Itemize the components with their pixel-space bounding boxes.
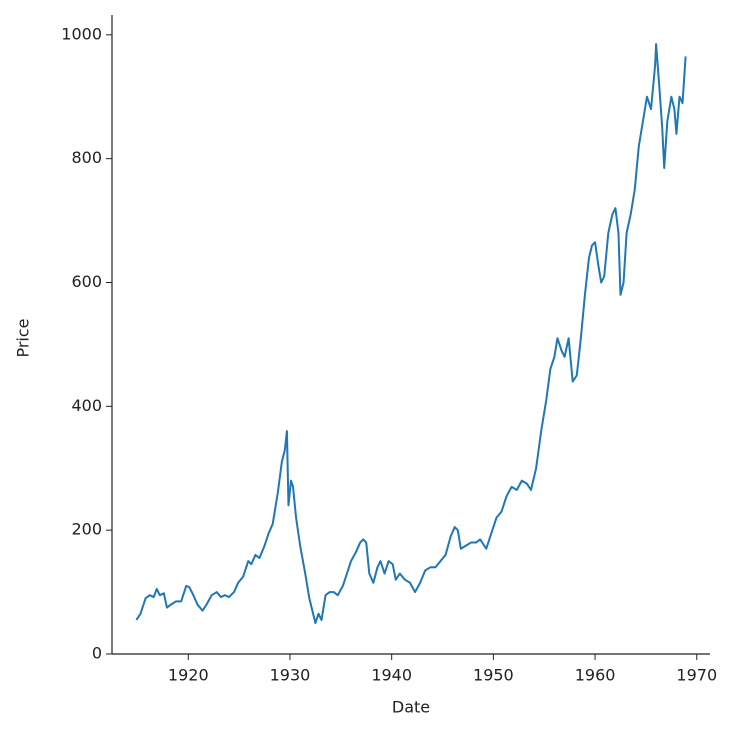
y-tick-label: 0	[92, 644, 102, 663]
x-axis-label: Date	[392, 698, 430, 717]
y-tick-label: 600	[71, 272, 102, 291]
x-tick-label: 1930	[270, 666, 311, 685]
x-tick-label: 1970	[676, 666, 717, 685]
y-tick-label: 400	[71, 396, 102, 415]
price-line	[135, 43, 687, 625]
y-tick-label: 200	[71, 520, 102, 539]
x-tick-label: 1960	[575, 666, 616, 685]
y-axis-label: Price	[14, 318, 33, 357]
y-tick-label: 1000	[61, 24, 102, 43]
x-tick-label: 1920	[168, 666, 209, 685]
x-tick-label: 1950	[473, 666, 514, 685]
y-tick-label: 800	[71, 148, 102, 167]
x-tick-label: 1940	[371, 666, 412, 685]
